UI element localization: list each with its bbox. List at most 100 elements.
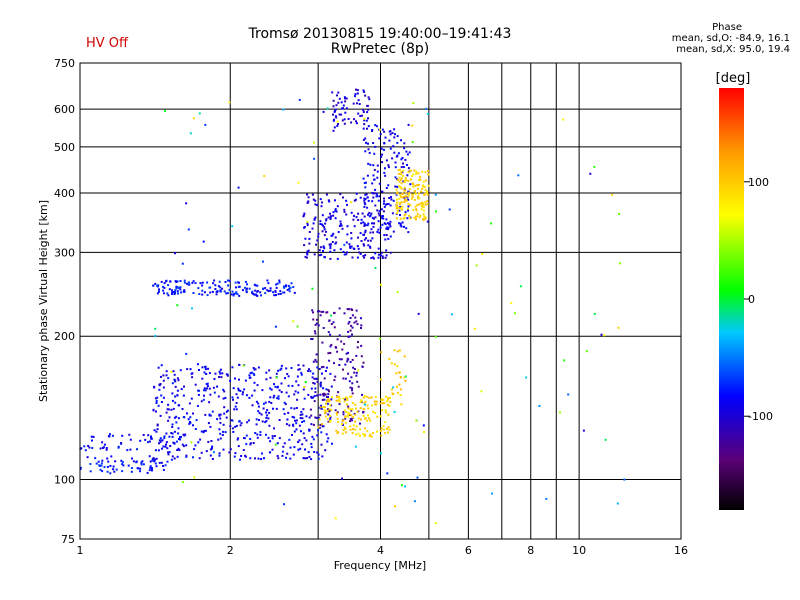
echo-point <box>393 128 396 131</box>
echo-point <box>128 433 131 436</box>
echo-point <box>400 187 403 190</box>
echo-point <box>377 247 380 250</box>
echo-point <box>310 442 313 445</box>
echo-point <box>244 286 246 289</box>
echo-point <box>412 173 415 176</box>
echo-point <box>342 377 345 380</box>
echo-point <box>395 188 398 191</box>
echo-point <box>348 335 351 338</box>
echo-point <box>249 438 252 440</box>
echo-point <box>228 288 231 291</box>
echo-point <box>323 406 326 409</box>
echo-point <box>213 451 215 454</box>
echo-point <box>370 396 373 399</box>
echo-point <box>396 212 399 214</box>
echo-point <box>227 279 229 282</box>
echo-point <box>219 289 222 292</box>
echo-point <box>250 371 253 374</box>
echo-point <box>327 408 330 411</box>
echo-point <box>491 492 494 495</box>
echo-point <box>616 502 619 505</box>
echo-point <box>312 423 315 426</box>
echo-point <box>403 147 406 150</box>
echo-point <box>165 374 168 377</box>
echo-point <box>538 405 541 407</box>
echo-point <box>292 423 295 426</box>
echo-point <box>355 120 357 123</box>
echo-point <box>336 257 339 260</box>
echo-point <box>364 254 367 257</box>
echo-point <box>338 397 341 400</box>
echo-point <box>426 190 429 193</box>
echo-point <box>353 118 356 121</box>
echo-point <box>154 462 157 465</box>
echo-point <box>226 374 229 377</box>
echo-point <box>319 381 322 384</box>
echo-point <box>403 181 406 184</box>
echo-point <box>422 424 425 427</box>
echo-point <box>179 438 182 441</box>
echo-point <box>374 403 377 406</box>
echo-point <box>370 212 373 215</box>
echo-point <box>371 191 374 194</box>
echo-point <box>351 358 354 361</box>
echo-point <box>184 433 187 436</box>
echo-point <box>379 415 382 418</box>
echo-point <box>380 398 383 401</box>
echo-point <box>365 141 367 144</box>
echo-point <box>213 279 216 282</box>
echo-point <box>219 421 222 424</box>
echo-point <box>306 457 309 460</box>
echo-point <box>343 426 346 429</box>
echo-point <box>283 401 286 404</box>
echo-point <box>422 184 424 187</box>
echo-point <box>349 386 352 389</box>
echo-point <box>408 151 411 154</box>
echo-point <box>395 205 398 208</box>
echo-point <box>265 420 268 423</box>
echo-point <box>196 363 199 366</box>
echo-point <box>168 435 171 438</box>
echo-point <box>322 310 325 313</box>
echo-point <box>363 427 366 430</box>
echo-point <box>285 391 288 394</box>
echo-point <box>396 291 399 294</box>
echo-point <box>367 239 370 242</box>
x-tick-label: 16 <box>674 544 688 557</box>
echo-point <box>407 202 410 205</box>
echo-point <box>402 180 405 183</box>
echo-point <box>424 203 427 206</box>
echo-point <box>343 243 346 246</box>
echo-point <box>349 317 352 319</box>
echo-point <box>324 415 327 418</box>
echo-point <box>210 440 213 442</box>
echo-point <box>354 428 357 431</box>
echo-point <box>411 196 414 199</box>
echo-point <box>257 405 260 408</box>
echo-point <box>319 423 322 426</box>
echo-point <box>233 292 236 295</box>
echo-point <box>241 393 244 396</box>
echo-point <box>257 410 260 413</box>
echo-point <box>298 439 301 442</box>
echo-point <box>415 218 417 221</box>
echo-point <box>349 395 351 398</box>
echo-point <box>342 104 345 107</box>
echo-point <box>350 232 353 234</box>
echo-point <box>109 433 111 436</box>
echo-point <box>351 326 354 329</box>
echo-point <box>162 468 165 471</box>
echo-point <box>163 292 165 295</box>
echo-point <box>363 233 365 236</box>
echo-point <box>306 222 309 225</box>
echo-point <box>391 212 394 215</box>
echo-point <box>304 381 307 384</box>
echo-point <box>177 432 180 435</box>
echo-point <box>380 208 383 211</box>
echo-point <box>417 195 420 198</box>
echo-point <box>312 318 315 321</box>
echo-point <box>427 169 429 172</box>
echo-point <box>337 231 340 233</box>
echo-point <box>329 419 332 422</box>
echo-point <box>265 378 268 381</box>
